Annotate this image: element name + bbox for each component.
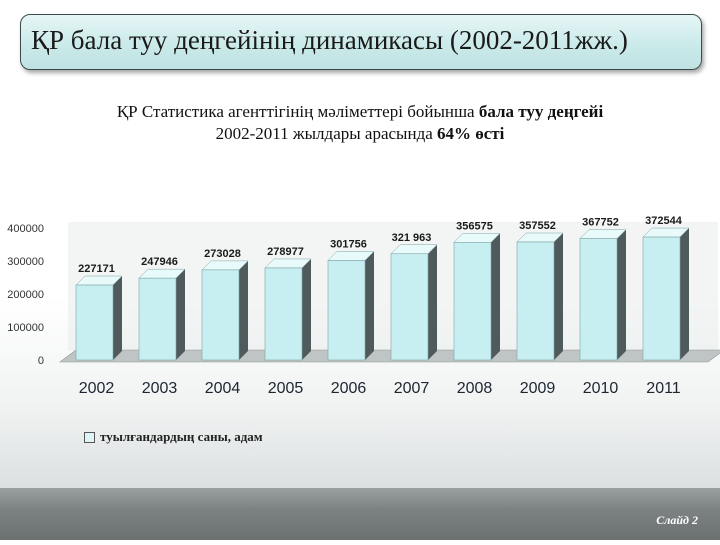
- bar-side: [680, 228, 689, 360]
- bar: [516, 232, 564, 361]
- bar-front: [579, 238, 618, 361]
- x-tick-label: 2006: [331, 380, 367, 397]
- bar-side: [491, 233, 500, 360]
- legend-swatch: [84, 431, 95, 443]
- bar-side: [365, 251, 374, 360]
- bar-front: [327, 260, 366, 361]
- legend: туылғандардың саны, адам: [84, 429, 263, 445]
- data-label: 278977: [267, 246, 304, 258]
- data-label: 357552: [519, 220, 556, 232]
- x-tick-label: 2008: [457, 380, 493, 397]
- bars-group: [75, 227, 690, 361]
- bar-side: [554, 233, 563, 360]
- x-axis-ticks: 2002 2003 2004 2005 2006 2007 2008 2009 2010 2011: [79, 380, 681, 397]
- y-tick-label: 100000: [7, 322, 44, 334]
- y-tick-label: 400000: [7, 223, 44, 235]
- bar-side: [617, 229, 626, 360]
- bar: [327, 251, 375, 361]
- bar: [642, 227, 690, 361]
- x-tick-label: 2004: [205, 380, 241, 397]
- y-axis-ticks: 0 100000 200000 300000 400000: [7, 223, 44, 367]
- bar-side: [302, 258, 311, 360]
- subtitle-text-1: ҚР Статистика агенттігінің мәліметтері б…: [116, 102, 479, 121]
- x-tick-label: 2003: [142, 380, 178, 397]
- slide-subtitle: ҚР Статистика агенттігінің мәліметтері б…: [60, 101, 660, 145]
- data-label: 321 963: [392, 232, 432, 244]
- bar-front: [75, 284, 114, 361]
- data-labels-group: 227171 247946 273028 278977 301756 321 963 356…: [78, 215, 683, 275]
- data-label: 227171: [78, 263, 115, 275]
- y-tick-label: 200000: [7, 289, 44, 301]
- bar: [75, 275, 123, 361]
- bar-front: [390, 253, 429, 361]
- x-tick-label: 2007: [394, 380, 430, 397]
- bar-front: [264, 267, 303, 361]
- data-label: 367752: [582, 217, 619, 229]
- bar-side: [428, 244, 437, 360]
- bar-front: [138, 277, 177, 361]
- bar-front: [516, 241, 555, 361]
- subtitle-bold-1: бала туу деңгейі: [478, 102, 604, 121]
- title-box: ҚР бала туу деңгейінің динамикасы (2002-…: [20, 14, 702, 70]
- slide-title: ҚР бала туу деңгейінің динамикасы (2002-…: [31, 25, 628, 55]
- x-tick-label: 2009: [520, 380, 556, 397]
- bar-front: [453, 242, 492, 361]
- x-tick-label: 2010: [583, 380, 619, 397]
- data-label: 301756: [330, 238, 367, 250]
- bar: [201, 260, 249, 361]
- x-tick-label: 2002: [79, 380, 115, 397]
- bar-front: [201, 269, 240, 361]
- bar-side: [176, 269, 185, 360]
- bar-front: [642, 236, 681, 361]
- bar: [453, 233, 501, 361]
- data-label: 372544: [645, 215, 683, 227]
- bar-side: [113, 276, 122, 360]
- data-label: 247946: [141, 256, 178, 268]
- slide-number: Слайд 2: [656, 513, 698, 527]
- bar: [264, 258, 312, 361]
- bottom-band: [0, 488, 720, 540]
- bar: [138, 268, 186, 361]
- data-label: 273028: [204, 248, 241, 260]
- data-label: 356575: [456, 220, 493, 232]
- x-tick-label: 2011: [646, 380, 681, 397]
- legend-label: туылғандардың саны, адам: [100, 429, 263, 444]
- bar: [390, 244, 438, 361]
- y-tick-label: 0: [38, 355, 44, 367]
- subtitle-text-2: 2002-2011 жылдары арасында: [215, 124, 438, 143]
- subtitle-bold-3: өсті: [471, 124, 505, 143]
- bar: [579, 229, 627, 361]
- y-tick-label: 300000: [7, 256, 44, 268]
- x-tick-label: 2005: [268, 380, 304, 397]
- subtitle-bold-2: 64%: [437, 124, 472, 143]
- bar-side: [239, 260, 248, 360]
